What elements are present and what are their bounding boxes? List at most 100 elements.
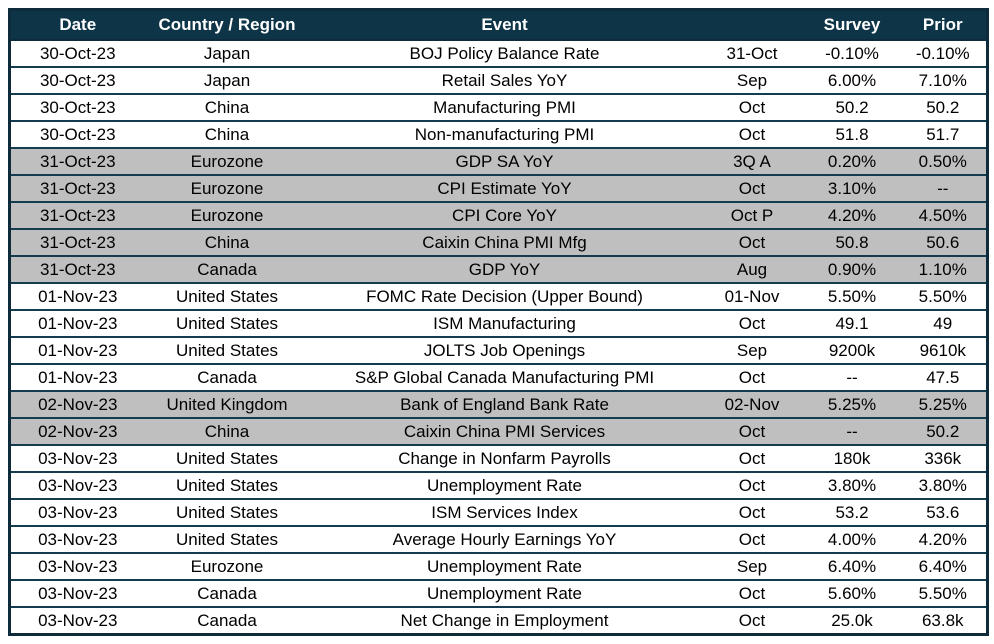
cell-prior: 4.20% (899, 526, 988, 553)
cell-country: China (144, 94, 310, 121)
cell-prior: 50.2 (899, 94, 988, 121)
cell-prior: 49 (899, 310, 988, 337)
cell-period: Oct (699, 607, 805, 635)
cell-event: FOMC Rate Decision (Upper Bound) (309, 283, 700, 310)
table-row: 03-Nov-23 Canada Unemployment Rate Oct 5… (9, 580, 988, 607)
table-row: 30-Oct-23 Japan BOJ Policy Balance Rate … (9, 40, 988, 67)
cell-date: 03-Nov-23 (9, 499, 145, 526)
cell-country: China (144, 121, 310, 148)
table-header: Date Country / Region Event Survey Prior (9, 9, 988, 41)
cell-date: 31-Oct-23 (9, 256, 145, 283)
table-row: 03-Nov-23 United States Average Hourly E… (9, 526, 988, 553)
cell-date: 03-Nov-23 (9, 472, 145, 499)
cell-period: Oct (699, 526, 805, 553)
cell-survey: 3.10% (804, 175, 900, 202)
cell-country: China (144, 418, 310, 445)
cell-period: Oct (699, 418, 805, 445)
cell-date: 01-Nov-23 (9, 283, 145, 310)
cell-event: CPI Core YoY (309, 202, 700, 229)
cell-survey: 5.50% (804, 283, 900, 310)
cell-survey: 5.60% (804, 580, 900, 607)
cell-survey: 0.90% (804, 256, 900, 283)
cell-period: Oct (699, 499, 805, 526)
cell-date: 01-Nov-23 (9, 310, 145, 337)
cell-survey: 53.2 (804, 499, 900, 526)
cell-survey: 50.8 (804, 229, 900, 256)
cell-event: Bank of England Bank Rate (309, 391, 700, 418)
table-row: 31-Oct-23 Eurozone CPI Estimate YoY Oct … (9, 175, 988, 202)
cell-event: GDP SA YoY (309, 148, 700, 175)
cell-prior: 63.8k (899, 607, 988, 635)
table-row: 30-Oct-23 China Manufacturing PMI Oct 50… (9, 94, 988, 121)
cell-event: Net Change in Employment (309, 607, 700, 635)
cell-period: Oct (699, 472, 805, 499)
cell-period: Oct (699, 175, 805, 202)
cell-country: Canada (144, 364, 310, 391)
cell-period: Oct (699, 229, 805, 256)
cell-country: Canada (144, 256, 310, 283)
cell-survey: -0.10% (804, 40, 900, 67)
cell-prior: 53.6 (899, 499, 988, 526)
cell-date: 01-Nov-23 (9, 364, 145, 391)
table-row: 01-Nov-23 United States FOMC Rate Decisi… (9, 283, 988, 310)
cell-event: CPI Estimate YoY (309, 175, 700, 202)
cell-period: Oct P (699, 202, 805, 229)
cell-prior: 5.25% (899, 391, 988, 418)
column-header-period (699, 9, 805, 41)
cell-event: Unemployment Rate (309, 472, 700, 499)
cell-survey: 50.2 (804, 94, 900, 121)
cell-period: Oct (699, 364, 805, 391)
cell-period: Oct (699, 94, 805, 121)
cell-country: United States (144, 445, 310, 472)
cell-country: China (144, 229, 310, 256)
cell-date: 31-Oct-23 (9, 175, 145, 202)
cell-survey: 25.0k (804, 607, 900, 635)
cell-event: Change in Nonfarm Payrolls (309, 445, 700, 472)
cell-survey: 9200k (804, 337, 900, 364)
cell-survey: 6.40% (804, 553, 900, 580)
column-header-country: Country / Region (144, 9, 310, 41)
cell-country: Eurozone (144, 553, 310, 580)
cell-country: Eurozone (144, 202, 310, 229)
cell-country: Eurozone (144, 148, 310, 175)
cell-date: 03-Nov-23 (9, 445, 145, 472)
cell-event: Unemployment Rate (309, 580, 700, 607)
cell-prior: 0.50% (899, 148, 988, 175)
table-row: 30-Oct-23 Japan Retail Sales YoY Sep 6.0… (9, 67, 988, 94)
cell-prior: 51.7 (899, 121, 988, 148)
cell-survey: 3.80% (804, 472, 900, 499)
column-header-date: Date (9, 9, 145, 41)
cell-country: Japan (144, 67, 310, 94)
cell-period: Oct (699, 580, 805, 607)
cell-event: Unemployment Rate (309, 553, 700, 580)
cell-period: 01-Nov (699, 283, 805, 310)
cell-date: 31-Oct-23 (9, 148, 145, 175)
table-row: 02-Nov-23 China Caixin China PMI Service… (9, 418, 988, 445)
cell-date: 03-Nov-23 (9, 553, 145, 580)
table-row: 02-Nov-23 United Kingdom Bank of England… (9, 391, 988, 418)
cell-period: Oct (699, 310, 805, 337)
cell-event: JOLTS Job Openings (309, 337, 700, 364)
cell-event: GDP YoY (309, 256, 700, 283)
cell-date: 31-Oct-23 (9, 202, 145, 229)
table-row: 03-Nov-23 Canada Net Change in Employmen… (9, 607, 988, 635)
cell-prior: -0.10% (899, 40, 988, 67)
cell-country: United Kingdom (144, 391, 310, 418)
cell-survey: 6.00% (804, 67, 900, 94)
cell-event: Caixin China PMI Mfg (309, 229, 700, 256)
cell-prior: 6.40% (899, 553, 988, 580)
cell-event: Non-manufacturing PMI (309, 121, 700, 148)
cell-date: 02-Nov-23 (9, 391, 145, 418)
table-row: 03-Nov-23 United States ISM Services Ind… (9, 499, 988, 526)
cell-date: 30-Oct-23 (9, 67, 145, 94)
economic-calendar-table: Date Country / Region Event Survey Prior… (8, 8, 989, 636)
cell-date: 02-Nov-23 (9, 418, 145, 445)
cell-country: Canada (144, 607, 310, 635)
cell-country: United States (144, 526, 310, 553)
cell-survey: 4.20% (804, 202, 900, 229)
cell-event: Caixin China PMI Services (309, 418, 700, 445)
table-row: 31-Oct-23 Eurozone CPI Core YoY Oct P 4.… (9, 202, 988, 229)
cell-country: Japan (144, 40, 310, 67)
cell-prior: 336k (899, 445, 988, 472)
